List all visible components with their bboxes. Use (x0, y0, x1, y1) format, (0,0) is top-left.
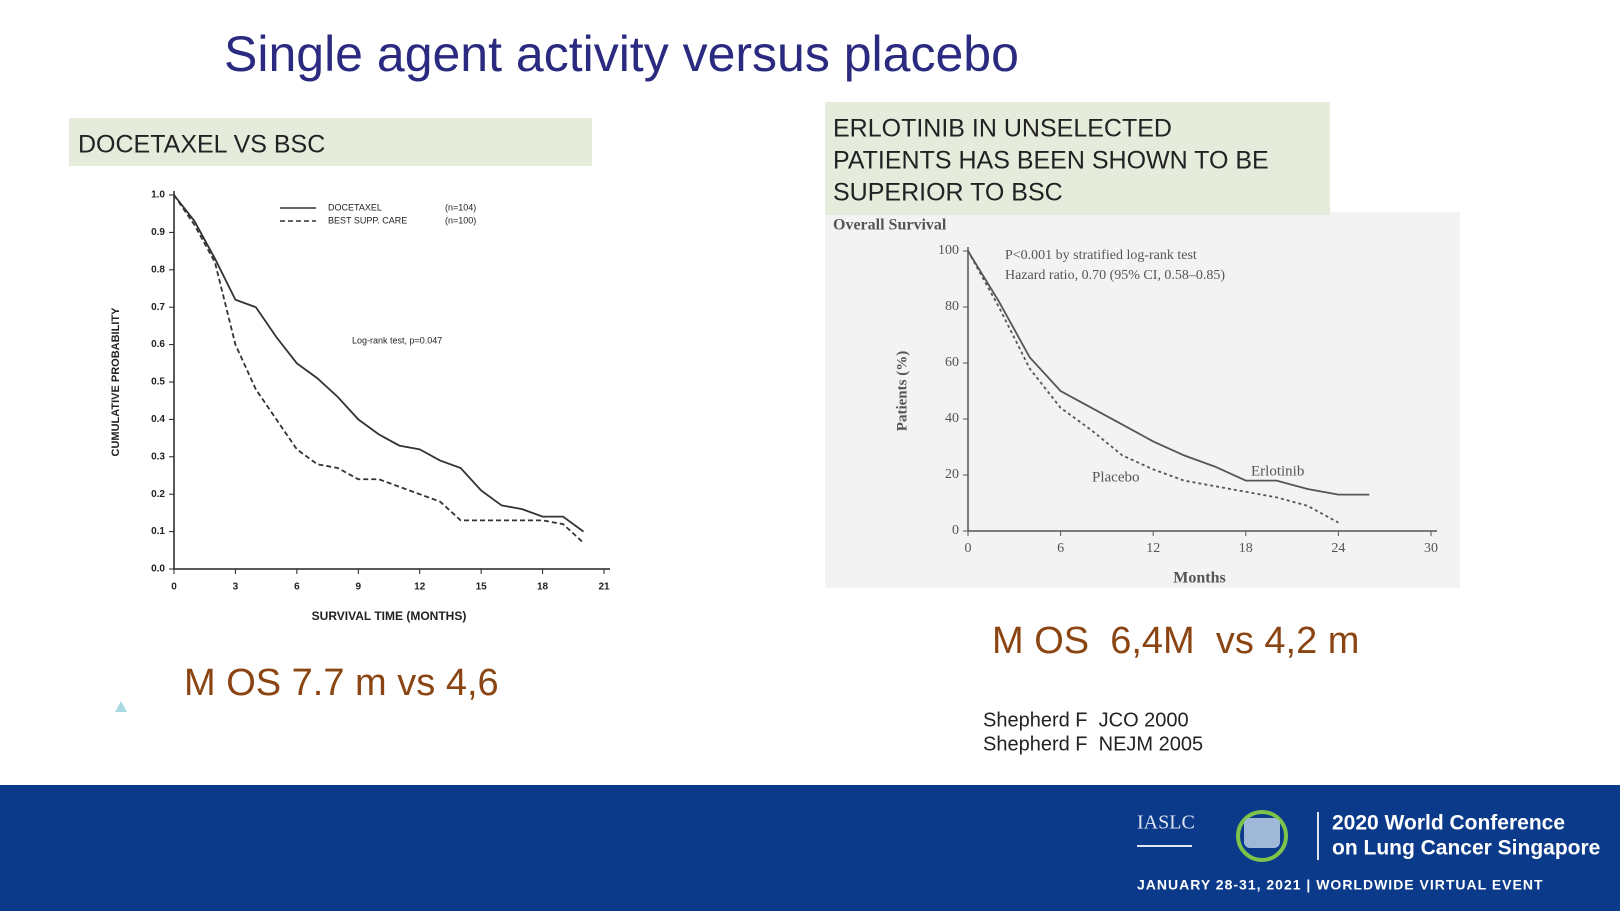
x-tick-label: 18 (1239, 541, 1253, 556)
header-box (825, 102, 1330, 215)
legend-label: DOCETAXEL (328, 202, 382, 212)
x-tick-label: 9 (356, 582, 362, 593)
x-tick-label: 12 (414, 582, 426, 593)
y-tick-label: 1.0 (151, 190, 165, 201)
x-tick-label: 24 (1331, 541, 1345, 556)
right-result: M OS 6,4M vs 4,2 m (992, 620, 1359, 662)
footer-logo (1244, 818, 1280, 848)
y-tick-label: 0.0 (151, 564, 165, 575)
x-tick-label: 6 (294, 582, 300, 593)
y-tick-label: 40 (945, 411, 959, 426)
x-tick-label: 30 (1424, 541, 1438, 556)
right-header: SUPERIOR TO BSC (833, 179, 1063, 207)
chart-background (825, 212, 1460, 588)
x-tick-label: 6 (1057, 541, 1064, 556)
reference: Shepherd F JCO 2000 (983, 709, 1189, 731)
footer-dates: JANUARY 28-31, 2021 | WORLDWIDE VIRTUAL … (1137, 877, 1544, 893)
x-tick-label: 12 (1146, 541, 1160, 556)
y-axis-label: CUMULATIVE PROBABILITY (110, 307, 122, 457)
y-tick-label: 100 (938, 243, 959, 258)
y-tick-label: 0.3 (151, 451, 165, 462)
legend-note: (n=104) (445, 202, 476, 212)
legend-label: BEST SUPP. CARE (328, 215, 407, 225)
y-tick-label: 60 (945, 355, 959, 370)
x-tick-label: 15 (476, 582, 488, 593)
y-tick-label: 0.7 (151, 302, 165, 313)
annotation: Hazard ratio, 0.70 (95% CI, 0.58–0.85) (1005, 268, 1225, 283)
right-header: PATIENTS HAS BEEN SHOWN TO BE (833, 147, 1269, 175)
x-tick-label: 0 (171, 582, 177, 593)
y-tick-label: 0.6 (151, 339, 165, 350)
decoration (115, 701, 127, 712)
survival-curve (173, 194, 585, 544)
left-result: M OS 7.7 m vs 4,6 (184, 662, 499, 704)
legend-note: (n=100) (445, 215, 476, 225)
footer-org: IASLC (1137, 812, 1195, 834)
x-tick-label: 3 (233, 582, 239, 593)
series-label: Erlotinib (1251, 463, 1304, 479)
annotation: P<0.001 by stratified log-rank test (1005, 248, 1197, 263)
y-tick-label: 0.9 (151, 227, 165, 238)
survival-curve (967, 250, 1339, 524)
survival-curve (967, 250, 1370, 496)
x-axis-label: SURVIVAL TIME (MONTHS) (312, 609, 467, 623)
x-axis-label: Months (1173, 570, 1225, 587)
y-tick-label: 0.5 (151, 377, 165, 388)
y-tick-label: 80 (945, 299, 959, 314)
y-tick-label: 0.1 (151, 526, 165, 537)
header-box (69, 118, 592, 166)
footer-conference: on Lung Cancer Singapore (1332, 837, 1600, 860)
chart-title: Overall Survival (833, 217, 947, 234)
footer-logo (1236, 810, 1288, 862)
footer-bar (0, 785, 1620, 911)
left-header: DOCETAXEL VS BSC (78, 131, 325, 159)
right-header: ERLOTINIB IN UNSELECTED (833, 115, 1172, 143)
y-tick-label: 0.4 (151, 414, 165, 425)
survival-curve (173, 194, 585, 533)
annotation: Log-rank test, p=0.047 (352, 335, 442, 345)
y-tick-label: 0.2 (151, 489, 165, 500)
slide-title: Single agent activity versus placebo (224, 26, 1019, 82)
y-tick-label: 0 (952, 523, 959, 538)
x-tick-label: 0 (965, 541, 972, 556)
y-axis-label: Patients (%) (894, 351, 910, 431)
footer-conference: 2020 World Conference (1332, 812, 1565, 835)
x-tick-label: 18 (537, 582, 549, 593)
y-tick-label: 0.8 (151, 264, 165, 275)
reference: Shepherd F NEJM 2005 (983, 733, 1203, 755)
series-label: Placebo (1092, 469, 1139, 485)
y-tick-label: 20 (945, 467, 959, 482)
x-tick-label: 21 (598, 582, 610, 593)
